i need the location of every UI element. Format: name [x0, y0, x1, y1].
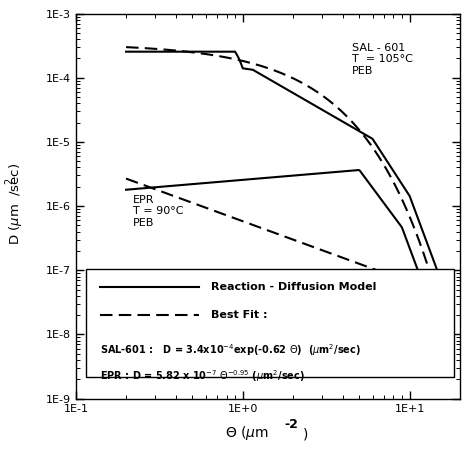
Text: D ($\mu$m  /sec): D ($\mu$m /sec)	[7, 163, 24, 245]
Text: SAL - 601
T  = 105°C
PEB: SAL - 601 T = 105°C PEB	[352, 43, 412, 76]
Text: Best Fit :: Best Fit :	[211, 310, 268, 320]
Text: SAL-601 :   D = 3.4x10$^{-4}$exp(-0.62 $\Theta$)  ($\mu$m$^2$/sec): SAL-601 : D = 3.4x10$^{-4}$exp(-0.62 $\T…	[100, 342, 361, 358]
Text: EPR : D = 5.82 x 10$^{-7}$ $\Theta$$^{-0.95}$ ($\mu$m$^2$/sec): EPR : D = 5.82 x 10$^{-7}$ $\Theta$$^{-0…	[100, 368, 305, 384]
Text: Reaction - Diffusion Model: Reaction - Diffusion Model	[211, 282, 377, 292]
Bar	[86, 269, 454, 376]
Text: EPR
T = 90°C
PEB: EPR T = 90°C PEB	[133, 195, 183, 228]
Text: $\Theta$ ($\mu$m: $\Theta$ ($\mu$m	[225, 424, 268, 442]
Text: -2: -2	[284, 418, 299, 431]
Text: 2: 2	[5, 178, 15, 184]
Text: ): )	[303, 428, 309, 442]
